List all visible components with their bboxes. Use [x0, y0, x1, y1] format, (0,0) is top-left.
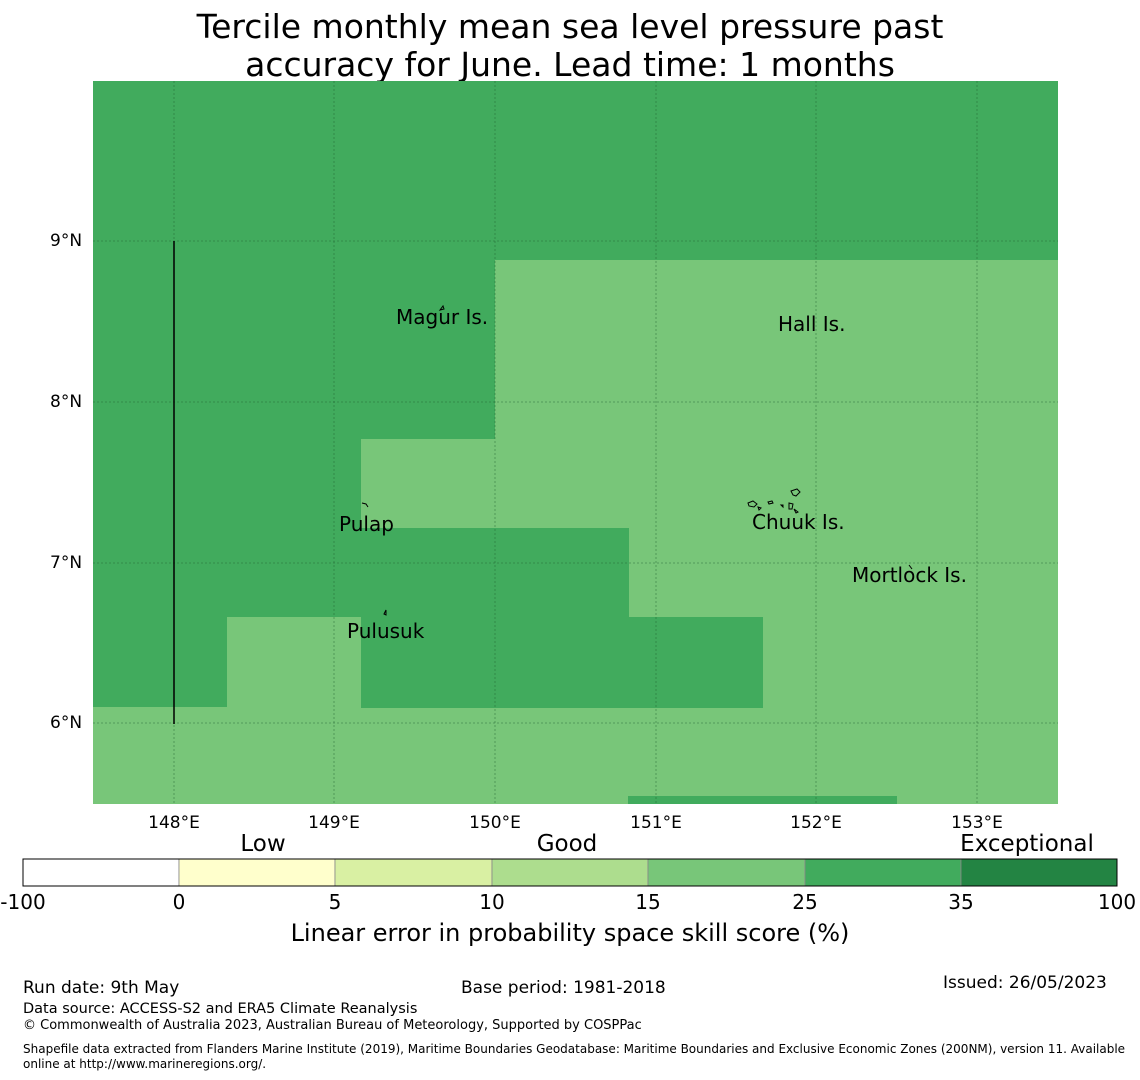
- lat-label-6n: 6°N: [50, 713, 83, 733]
- run-date: Run date: 9th May: [23, 978, 180, 998]
- region-bottom-strip: [628, 796, 897, 804]
- lon-label-152e: 152°E: [790, 813, 842, 833]
- region-south: [93, 707, 1058, 804]
- island-outlines: [361, 304, 913, 616]
- copyright-notice: © Commonwealth of Australia 2023, Austra…: [23, 1018, 642, 1033]
- chuuk-island-shape-3: [767, 500, 774, 505]
- legend-category-good: Good: [536, 831, 598, 857]
- colorbar-tick-10: 10: [479, 890, 505, 914]
- lon-label-150e: 150°E: [469, 813, 521, 833]
- lon-label-149e: 149°E: [308, 813, 360, 833]
- map-title-line1: Tercile monthly mean sea level pressure …: [196, 7, 944, 46]
- colorbar-tick-15: 15: [635, 890, 661, 914]
- lon-label-153e: 153°E: [951, 813, 1003, 833]
- place-label-magur: Magur Is.: [396, 305, 489, 329]
- base-period: Base period: 1981-2018: [461, 978, 666, 998]
- gridlines: [93, 81, 1058, 804]
- region-south-east: [628, 617, 763, 708]
- chuuk-island-shape-7: [793, 508, 799, 514]
- light-green-regions: [93, 260, 1058, 804]
- lat-label-7n: 7°N: [50, 553, 83, 573]
- legend-category-low: Low: [240, 831, 286, 857]
- mortlock-island-shape: [908, 564, 913, 570]
- place-label-hall: Hall Is.: [778, 312, 846, 336]
- lon-label-148e: 148°E: [148, 813, 200, 833]
- region-southwest: [227, 617, 361, 708]
- lon-label-151e: 151°E: [630, 813, 682, 833]
- colorbar-tick-25: 25: [792, 890, 818, 914]
- place-label-pulap: Pulap: [339, 512, 394, 536]
- colorbar-tick-35: 35: [948, 890, 974, 914]
- lat-label-8n: 8°N: [50, 392, 83, 412]
- place-label-pulusuk: Pulusuk: [347, 619, 425, 643]
- place-label-mortlock: Mortlock Is.: [852, 563, 967, 587]
- colorbar-tick-0: 0: [172, 890, 186, 914]
- issued-date: Issued: 26/05/2023: [943, 973, 1107, 993]
- colorbar-tick-100: 100: [1097, 890, 1137, 914]
- chuuk-island-shape-2: [757, 506, 762, 511]
- pulap-island-shape: [361, 502, 369, 508]
- place-label-chuuk: Chuuk Is.: [752, 510, 845, 534]
- colorbar-label: Linear error in probability space skill …: [290, 919, 850, 947]
- chuuk-island-shape-1: [747, 500, 758, 508]
- data-source: Data source: ACCESS-S2 and ERA5 Climate …: [23, 1001, 418, 1017]
- chuuk-island-shape-6: [790, 488, 801, 497]
- pulusuk-island-shape: [383, 609, 387, 616]
- map-title-line2: accuracy for June. Lead time: 1 months: [245, 45, 895, 84]
- shapefile-credit: Shapefile data extracted from Flanders M…: [23, 1042, 1126, 1071]
- legend-category-exceptional: Exceptional: [960, 831, 1094, 857]
- chuuk-island-shape-4: [779, 504, 784, 509]
- lat-label-9n: 9°N: [50, 231, 83, 251]
- magur-island-shape: [438, 304, 445, 311]
- chuuk-island-shape-5: [788, 502, 794, 510]
- colorbar-tick-5: 5: [328, 890, 342, 914]
- colorbar-tick-m100: -100: [0, 890, 46, 914]
- region-center-step: [361, 439, 496, 528]
